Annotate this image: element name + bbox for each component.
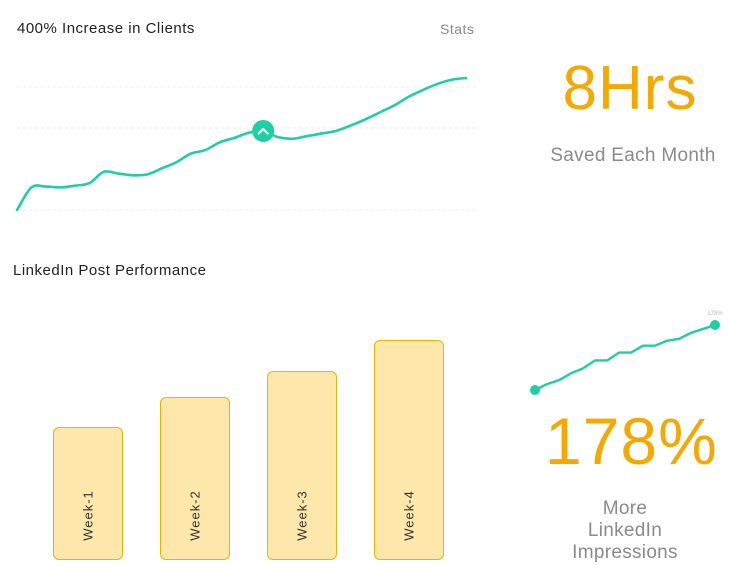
clients-series-line (15, 76, 468, 212)
impressions-label-line: LinkedIn (587, 520, 663, 541)
hours-saved-label: Saved Each Month (550, 145, 716, 166)
impressions-label-line: More (602, 498, 648, 519)
bar-chart-title: LinkedIn Post Performance (13, 262, 207, 279)
chevron-up-icon (257, 127, 269, 135)
impressions-value: 178% (545, 404, 718, 478)
hours-saved-value: 8Hrs (562, 54, 698, 123)
impressions-label-line: Impressions (572, 542, 678, 563)
clients-line-chart (15, 76, 478, 212)
bar-category-label: Week-3 (294, 490, 310, 541)
grid-lines (17, 86, 478, 211)
bar: Week-3 (267, 371, 337, 560)
sparkline-end-point (710, 320, 720, 330)
bar-category-label: Week-4 (401, 490, 417, 541)
impressions-label: More LinkedIn Impressions (540, 498, 710, 564)
linkedin-bar-chart: Week-1 Week-2 Week-3 Week-4 (0, 290, 500, 560)
clients-chart-title: 400% Increase in Clients (17, 20, 195, 37)
sparkline-end-label: 178% (707, 311, 723, 317)
bar: Week-1 (53, 427, 123, 560)
bar-category-label: Week-2 (187, 490, 203, 541)
highlight-marker[interactable] (252, 119, 275, 142)
impressions-sparkline: 178% (530, 311, 723, 395)
stats-link[interactable]: Stats (440, 21, 475, 37)
sparkline-series-line (534, 323, 716, 392)
bar: Week-2 (160, 397, 230, 560)
bar-category-label: Week-1 (80, 490, 96, 541)
bar: Week-4 (374, 340, 444, 560)
sparkline-start-point (530, 385, 540, 395)
